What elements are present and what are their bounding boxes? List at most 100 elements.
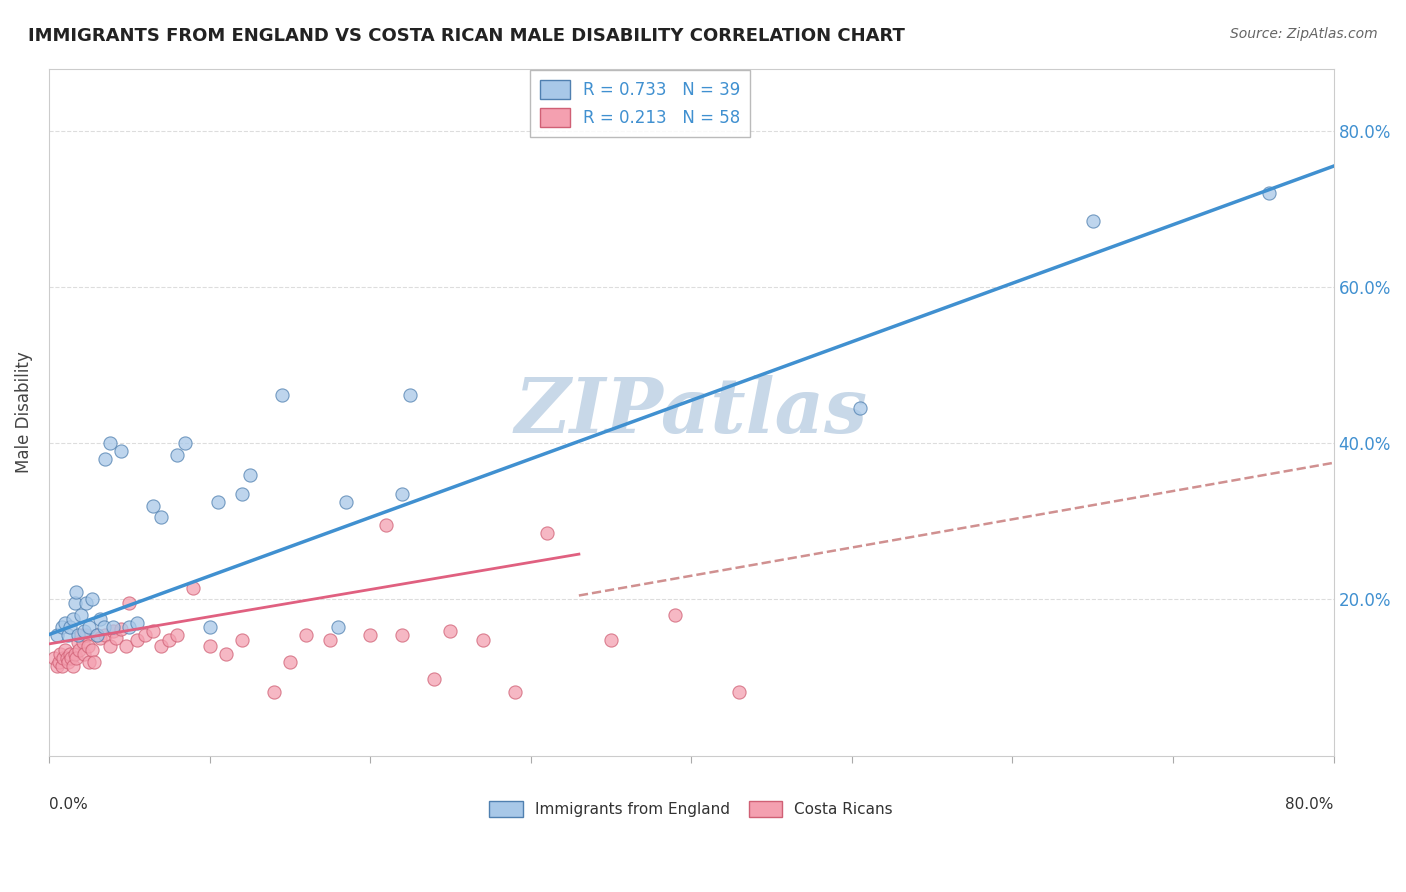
Point bbox=[110, 444, 132, 458]
Point bbox=[58, 655, 80, 669]
Point bbox=[118, 620, 141, 634]
Point bbox=[439, 624, 461, 638]
Point bbox=[231, 487, 253, 501]
Point bbox=[60, 651, 83, 665]
Point bbox=[231, 633, 253, 648]
Point bbox=[89, 612, 111, 626]
Point bbox=[391, 627, 413, 641]
Point bbox=[58, 627, 80, 641]
Text: IMMIGRANTS FROM ENGLAND VS COSTA RICAN MALE DISABILITY CORRELATION CHART: IMMIGRANTS FROM ENGLAND VS COSTA RICAN M… bbox=[28, 27, 905, 45]
Point bbox=[103, 624, 125, 638]
Point bbox=[46, 658, 69, 673]
Point bbox=[1081, 213, 1104, 227]
Point bbox=[63, 596, 86, 610]
Point bbox=[399, 388, 422, 402]
Point bbox=[166, 448, 188, 462]
Point bbox=[82, 592, 104, 607]
Point bbox=[65, 651, 87, 665]
Point bbox=[89, 632, 111, 646]
Point bbox=[42, 651, 65, 665]
Point bbox=[239, 467, 262, 482]
Text: Source: ZipAtlas.com: Source: ZipAtlas.com bbox=[1230, 27, 1378, 41]
Point bbox=[63, 647, 86, 661]
Point bbox=[70, 608, 93, 623]
Point bbox=[391, 487, 413, 501]
Point bbox=[157, 633, 180, 648]
Point bbox=[46, 627, 69, 641]
Point bbox=[359, 627, 381, 641]
Point bbox=[278, 655, 301, 669]
Point bbox=[536, 526, 558, 541]
Point bbox=[69, 643, 91, 657]
Text: 80.0%: 80.0% bbox=[1285, 797, 1334, 812]
Point bbox=[728, 684, 751, 698]
Point bbox=[127, 615, 149, 630]
Point bbox=[72, 635, 94, 649]
Y-axis label: Male Disability: Male Disability bbox=[15, 351, 32, 473]
Point bbox=[166, 627, 188, 641]
Point bbox=[48, 655, 70, 669]
Point bbox=[142, 499, 165, 513]
Point bbox=[103, 620, 125, 634]
Point bbox=[335, 495, 357, 509]
Text: ZIPatlas: ZIPatlas bbox=[515, 375, 868, 449]
Point bbox=[75, 596, 97, 610]
Point bbox=[207, 495, 229, 509]
Point bbox=[423, 672, 446, 686]
Point bbox=[66, 627, 89, 641]
Point bbox=[105, 632, 128, 646]
Point bbox=[73, 624, 96, 638]
Point bbox=[65, 584, 87, 599]
Point bbox=[53, 615, 76, 630]
Point bbox=[110, 622, 132, 636]
Point bbox=[59, 620, 82, 634]
Point bbox=[75, 627, 97, 641]
Point bbox=[59, 647, 82, 661]
Point bbox=[49, 647, 72, 661]
Point bbox=[52, 651, 75, 665]
Point bbox=[150, 510, 173, 524]
Point bbox=[183, 581, 205, 595]
Point bbox=[295, 627, 318, 641]
Point bbox=[98, 436, 121, 450]
Point bbox=[73, 647, 96, 661]
Point bbox=[51, 620, 73, 634]
Point bbox=[53, 643, 76, 657]
Point bbox=[86, 627, 108, 641]
Point bbox=[55, 651, 77, 665]
Point bbox=[326, 620, 349, 634]
Point bbox=[51, 658, 73, 673]
Point bbox=[70, 627, 93, 641]
Point bbox=[142, 624, 165, 638]
Point bbox=[66, 635, 89, 649]
Point bbox=[150, 640, 173, 654]
Point bbox=[198, 620, 221, 634]
Point bbox=[98, 640, 121, 654]
Legend: Immigrants from England, Costa Ricans: Immigrants from England, Costa Ricans bbox=[484, 796, 900, 823]
Point bbox=[115, 640, 138, 654]
Point bbox=[600, 633, 623, 648]
Point bbox=[86, 627, 108, 641]
Point bbox=[77, 620, 100, 634]
Point bbox=[319, 633, 342, 648]
Point bbox=[664, 608, 686, 623]
Point bbox=[77, 655, 100, 669]
Point bbox=[94, 627, 117, 641]
Point bbox=[127, 633, 149, 648]
Point bbox=[270, 388, 292, 402]
Point bbox=[198, 640, 221, 654]
Point bbox=[214, 647, 236, 661]
Point bbox=[82, 643, 104, 657]
Point bbox=[1258, 186, 1281, 201]
Point bbox=[174, 436, 197, 450]
Point bbox=[94, 451, 117, 466]
Point bbox=[76, 640, 98, 654]
Point bbox=[93, 620, 115, 634]
Point bbox=[263, 684, 285, 698]
Point bbox=[503, 684, 526, 698]
Point bbox=[62, 658, 84, 673]
Point bbox=[849, 401, 872, 416]
Point bbox=[83, 655, 105, 669]
Point bbox=[134, 627, 156, 641]
Point bbox=[62, 612, 84, 626]
